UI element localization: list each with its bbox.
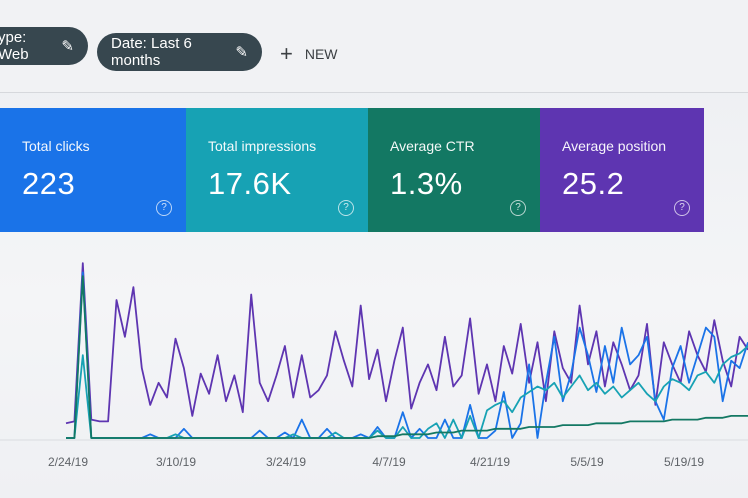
pencil-icon[interactable]: ✎ [61, 38, 74, 55]
average-ctr-card[interactable]: Average CTR 1.3% ? [368, 108, 540, 232]
metric-value: 17.6K [208, 166, 292, 201]
series-line-1 [66, 271, 748, 439]
x-tick-label: 4/7/19 [372, 455, 406, 469]
date-filter-chip[interactable]: Date: Last 6 months ✎ [97, 33, 262, 71]
help-icon[interactable]: ? [338, 200, 354, 216]
metric-label: Total impressions [208, 138, 317, 154]
total-impressions-card[interactable]: Total impressions 17.6K ? [186, 108, 368, 232]
metric-label: Total clicks [22, 138, 90, 154]
series-line-2 [66, 345, 748, 439]
metric-label: Average CTR [390, 138, 475, 154]
metric-value: 25.2 [562, 166, 625, 201]
new-filter-label: NEW [304, 46, 338, 62]
x-tick-label: 2/24/19 [48, 455, 88, 469]
metric-value: 223 [22, 166, 76, 201]
help-icon[interactable]: ? [674, 200, 690, 216]
help-icon[interactable]: ? [156, 200, 172, 216]
plus-icon: + [280, 41, 293, 66]
pencil-icon[interactable]: ✎ [235, 44, 248, 61]
new-filter-button[interactable]: + NEW [280, 40, 338, 68]
average-position-card[interactable]: Average position 25.2 ? [540, 108, 704, 232]
x-tick-label: 3/10/19 [156, 455, 196, 469]
total-clicks-card[interactable]: Total clicks 223 ? [0, 108, 186, 232]
x-tick-label: 5/19/19 [664, 455, 704, 469]
filter-bar: ype: Web ✎ Date: Last 6 months ✎ + NEW [0, 0, 748, 93]
metric-value: 1.3% [390, 166, 463, 201]
date-filter-label: Date: Last 6 months [111, 35, 192, 69]
performance-chart[interactable]: 2/24/19 3/10/19 3/24/19 4/7/19 4/21/19 5/5/19… [0, 240, 748, 498]
metric-cards: Total clicks 223 ? Total impressions 17.… [0, 108, 748, 234]
x-tick-label: 4/21/19 [470, 455, 510, 469]
help-icon[interactable]: ? [510, 200, 526, 216]
performance-chart-svg[interactable]: 2/24/19 3/10/19 3/24/19 4/7/19 4/21/19 5/5/19… [0, 240, 748, 498]
x-tick-label: 5/5/19 [570, 455, 604, 469]
series-line-0 [65, 262, 748, 425]
search-type-label: ype: Web [0, 29, 29, 63]
search-type-filter-chip[interactable]: ype: Web ✎ [0, 27, 88, 65]
metric-label: Average position [562, 138, 667, 154]
series-line-3 [66, 275, 748, 439]
x-tick-label: 3/24/19 [266, 455, 306, 469]
